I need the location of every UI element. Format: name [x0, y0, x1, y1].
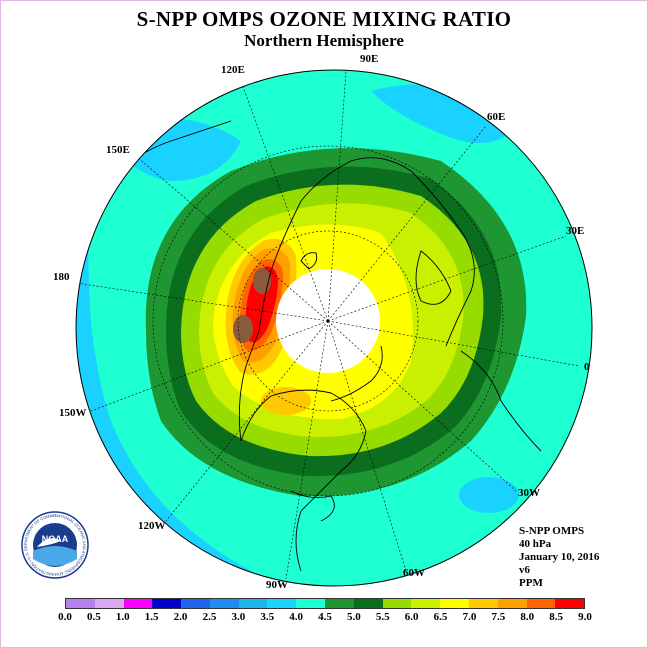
meridian-90e: [327, 70, 347, 322]
lon-label-180: 180: [53, 271, 70, 283]
colorbar-segment: [526, 599, 556, 608]
colorbar-tick-label: 0.0: [58, 611, 72, 623]
field-low-atlantic: [459, 477, 519, 513]
colorbar-segment: [123, 599, 153, 608]
lon-label-0: 0: [584, 361, 590, 373]
colorbar: [65, 598, 585, 609]
colorbar-labels: 0.0 0.5 1.0 1.5 2.0 2.5 3.0 3.5 4.0 4.5 5.0 5.5 6.0 6…: [1, 611, 647, 627]
lon-label-90w: 90W: [266, 579, 288, 591]
colorbar-tick-label: 4.0: [289, 611, 303, 623]
colorbar-tick-label: 3.0: [231, 611, 246, 623]
latitude-circle-60: [237, 230, 419, 412]
coast-scandinavia: [415, 250, 452, 305]
coast-caribbean: [290, 490, 335, 522]
colorbar-segment: [296, 599, 326, 608]
meridian-0: [327, 320, 580, 367]
colorbar-tick-label: 8.0: [520, 611, 535, 623]
colorbar-tick-label: 6.0: [404, 611, 419, 623]
colorbar-tick-label: 0.5: [87, 611, 101, 623]
meridian-60e: [327, 125, 487, 322]
lon-label-150w: 150W: [59, 407, 87, 419]
coast-greenland: [330, 345, 383, 402]
colorbar-segment: [468, 599, 498, 608]
colorbar-segment: [94, 599, 124, 608]
meridian-120w: [165, 320, 329, 522]
colorbar-segment: [181, 599, 210, 608]
pressure-level-label: 40 hPa: [519, 538, 552, 550]
colorbar-tick-label: 1.5: [144, 611, 159, 623]
colorbar-segment: [238, 599, 268, 608]
coast-eurasia: [300, 157, 475, 347]
map-boundary: [75, 69, 593, 587]
lon-label-60w: 60W: [403, 567, 425, 579]
meridian-90w: [285, 320, 329, 580]
meridian-180: [76, 282, 329, 322]
colorbar-segment: [497, 599, 527, 608]
metadata-block: S-NPP OMPS 40 hPa January 10, 2016 v6 PP…: [519, 525, 599, 590]
page-subtitle: Northern Hemisphere: [244, 31, 404, 50]
logo-text: NOAA: [42, 534, 69, 544]
coast-north-america-west: [238, 200, 302, 442]
field-7-0-na: [261, 387, 311, 415]
page-title: S-NPP OMPS OZONE MIXING RATIO: [136, 7, 512, 31]
lon-label-120w: 120W: [138, 520, 166, 532]
colorbar-tick-label: 5.5: [375, 611, 390, 623]
colorbar-segment: [440, 599, 469, 608]
colorbar-tick-label: 6.5: [433, 611, 448, 623]
colorbar-tick-label: 2.5: [202, 611, 217, 623]
lon-label-120e: 120E: [221, 64, 245, 76]
coast-north-america-east: [240, 389, 367, 572]
colorbar-segment: [382, 599, 412, 608]
lon-label-30w: 30W: [518, 487, 540, 499]
lon-label-60e: 60E: [487, 111, 506, 123]
lon-label-90e: 90E: [360, 53, 379, 65]
colorbar-tick-label: 1.0: [115, 611, 130, 623]
lon-label-30e: 30E: [566, 225, 585, 237]
colorbar-segment: [209, 599, 239, 608]
colorbar-segment: [152, 599, 182, 608]
field-9-0-b: [233, 315, 253, 343]
noaa-logo: NOAA NATIONAL OCEANIC AND ATMOSPHERIC AD…: [21, 511, 89, 579]
version-label: v6: [519, 564, 530, 576]
colorbar-segment: [325, 599, 354, 608]
colorbar-segment: [267, 599, 297, 608]
colorbar-segment: [555, 599, 585, 608]
colorbar-tick-label: 7.0: [462, 611, 477, 623]
colorbar-segment: [411, 599, 441, 608]
colorbar-tick-label: 9.0: [578, 611, 592, 623]
graticule: [76, 70, 580, 580]
colorbar-segment: [66, 599, 95, 608]
colorbar-tick-label: 3.5: [260, 611, 275, 623]
latitude-circle-30: [152, 145, 504, 497]
units-label: PPM: [519, 577, 543, 589]
date-label: January 10, 2016: [519, 551, 600, 563]
instrument-label: S-NPP OMPS: [519, 525, 585, 537]
coastlines: [120, 120, 542, 572]
colorbar-tick-label: 4.5: [318, 611, 332, 623]
colorbar-tick-label: 5.0: [347, 611, 361, 623]
coast-africa-north: [460, 350, 542, 452]
colorbar-tick-label: 8.5: [549, 611, 563, 623]
meridian-120e: [240, 80, 329, 322]
lon-label-150e: 150E: [106, 144, 130, 156]
colorbar-tick-label: 2.0: [173, 611, 188, 623]
colorbar-tick-label: 7.5: [491, 611, 506, 623]
colorbar-segment: [353, 599, 383, 608]
